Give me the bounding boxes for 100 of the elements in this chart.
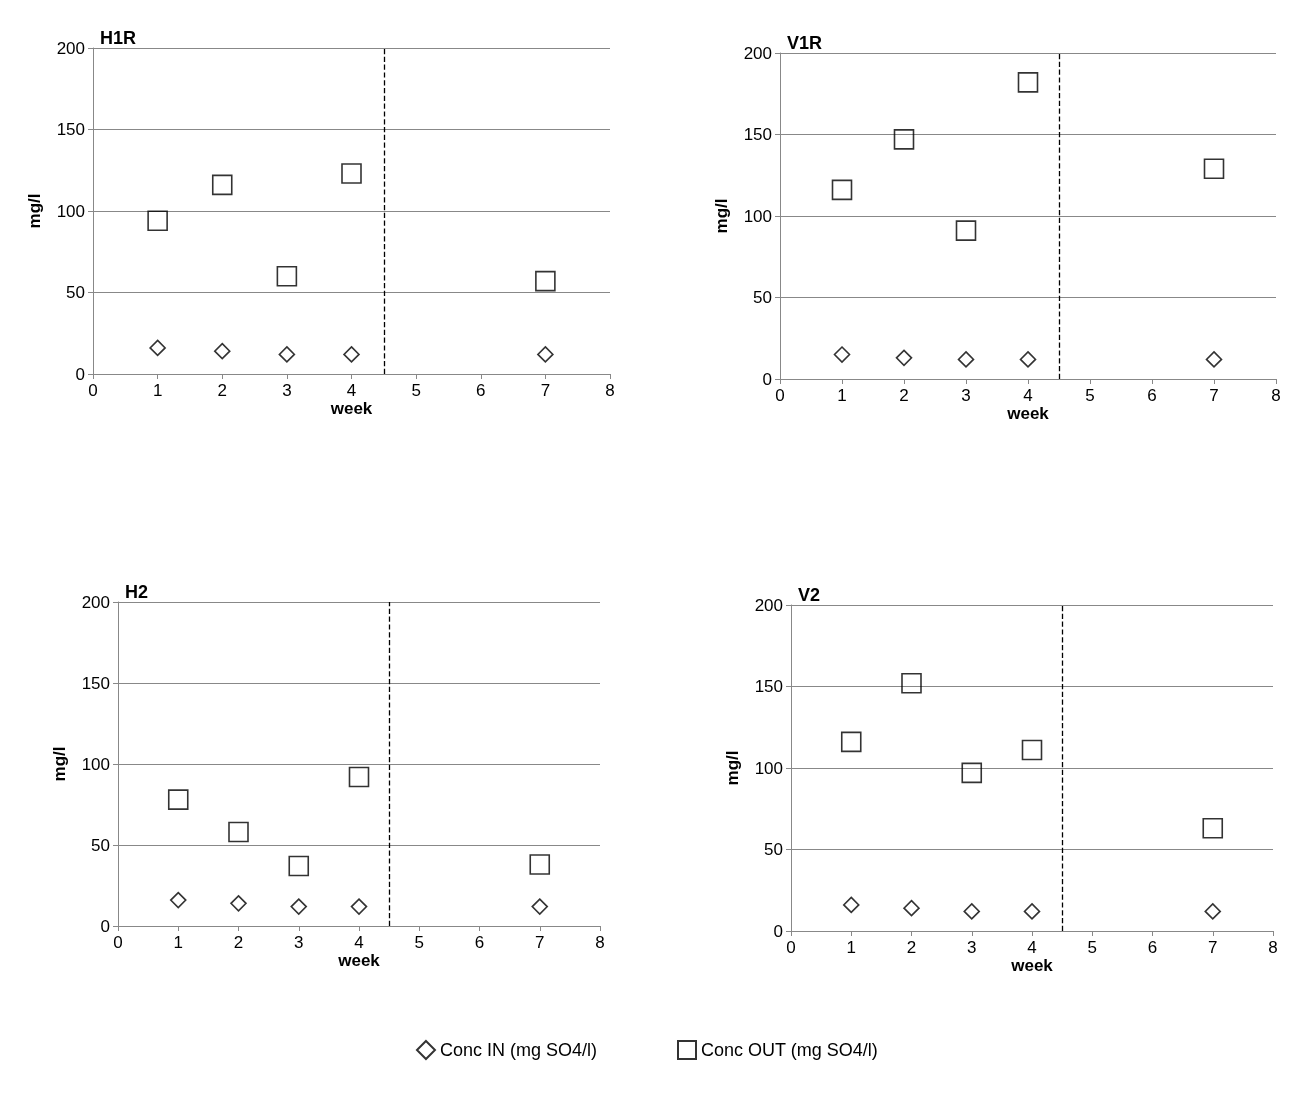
- y-axis-title: mg/l: [712, 198, 731, 234]
- point: [147, 210, 168, 232]
- point: [903, 899, 920, 917]
- y-tick-label: 100: [743, 206, 772, 226]
- x-tick-label: 5: [1085, 386, 1095, 405]
- y-tick-label: 150: [56, 120, 85, 139]
- y-tick-label: 100: [56, 201, 85, 221]
- point: [895, 349, 913, 367]
- point: [211, 174, 233, 196]
- point: [276, 265, 298, 287]
- y-tick-label: 200: [743, 43, 772, 63]
- x-tick-label: 8: [1268, 938, 1278, 957]
- point: [278, 346, 296, 363]
- x-tick-label: 3: [961, 386, 971, 405]
- x-tick-label: 6: [1147, 938, 1158, 957]
- point: [169, 891, 187, 909]
- x-tick-label: 1: [173, 933, 183, 952]
- point: [831, 179, 853, 201]
- x-tick-label: 5: [414, 933, 424, 952]
- y-tick-label: 50: [66, 283, 85, 302]
- y-tick-label: 0: [75, 364, 85, 384]
- x-tick-label: 5: [1087, 938, 1097, 957]
- point: [531, 898, 549, 915]
- x-tick-label: 2: [217, 381, 227, 400]
- point: [1017, 72, 1039, 93]
- y-tick-label: 50: [91, 835, 110, 855]
- point: [341, 163, 362, 184]
- y-tick-label: 200: [81, 592, 110, 612]
- x-tick-label: 7: [1208, 938, 1218, 957]
- point: [537, 346, 554, 363]
- y-tick-label: 100: [81, 754, 110, 774]
- point: [230, 895, 247, 912]
- y-tick-label: 50: [764, 840, 783, 859]
- point: [840, 731, 862, 753]
- point: [288, 855, 310, 877]
- chart-title: H2: [125, 582, 149, 602]
- x-tick-label: 3: [294, 933, 304, 952]
- x-tick-label: 5: [411, 381, 421, 400]
- x-tick-label: 6: [476, 381, 486, 400]
- legend-label: Conc IN (mg SO4/l): [439, 1040, 598, 1060]
- point: [963, 903, 981, 920]
- x-tick-label: 6: [1147, 386, 1157, 405]
- y-axis-title: mg/l: [50, 746, 69, 782]
- x-tick-label: 6: [474, 933, 485, 952]
- y-tick-label: 150: [743, 125, 772, 144]
- point: [961, 762, 983, 784]
- x-tick-label: 3: [967, 938, 977, 957]
- x-tick-label: 8: [1271, 386, 1281, 405]
- x-tick-label: 1: [846, 938, 856, 957]
- x-tick-label: 2: [899, 386, 909, 405]
- point: [893, 129, 915, 150]
- point: [1019, 351, 1037, 368]
- y-tick-label: 100: [754, 758, 783, 778]
- point: [1205, 351, 1223, 368]
- chart-title: H1R: [100, 28, 137, 48]
- point: [901, 672, 922, 694]
- point: [343, 346, 360, 363]
- point: [1203, 158, 1225, 180]
- point: [957, 351, 975, 368]
- x-tick-label: 1: [152, 381, 163, 400]
- y-tick-label: 200: [754, 595, 783, 615]
- point: [348, 766, 370, 788]
- y-tick-label: 50: [753, 288, 772, 307]
- x-axis-title: week: [1006, 403, 1050, 423]
- x-tick-label: 4: [346, 381, 357, 400]
- chart-title: V1R: [787, 33, 823, 53]
- point: [842, 896, 860, 914]
- x-tick-label: 2: [233, 933, 244, 952]
- point: [535, 270, 556, 292]
- x-tick-label: 8: [595, 933, 605, 952]
- x-tick-label: 0: [113, 933, 123, 952]
- x-tick-label: 7: [1209, 386, 1219, 405]
- y-tick-label: 200: [56, 38, 85, 58]
- x-tick-label: 1: [837, 386, 847, 405]
- x-axis-title: week: [337, 950, 381, 970]
- point: [149, 339, 166, 357]
- x-axis-title: week: [1010, 955, 1054, 975]
- x-tick-label: 4: [1027, 938, 1037, 957]
- x-tick-label: 4: [354, 933, 364, 952]
- y-axis-title: mg/l: [25, 193, 44, 229]
- x-tick-label: 3: [282, 381, 292, 400]
- point: [1202, 818, 1224, 839]
- point: [350, 898, 368, 915]
- y-tick-label: 0: [100, 916, 110, 936]
- x-axis-title: week: [329, 398, 373, 418]
- chart-title: V2: [798, 585, 821, 605]
- legend-label: Conc OUT (mg SO4/l): [701, 1040, 878, 1060]
- point: [213, 342, 231, 360]
- x-tick-label: 2: [906, 938, 917, 957]
- x-tick-label: 4: [1023, 386, 1033, 405]
- point: [955, 220, 977, 241]
- point: [228, 821, 249, 843]
- y-tick-label: 150: [754, 677, 783, 696]
- point: [529, 854, 551, 875]
- point: [833, 346, 851, 363]
- x-tick-label: 8: [605, 381, 615, 400]
- point: [1204, 903, 1222, 920]
- x-tick-label: 0: [786, 938, 796, 957]
- y-axis-title: mg/l: [723, 750, 742, 786]
- point: [290, 898, 308, 915]
